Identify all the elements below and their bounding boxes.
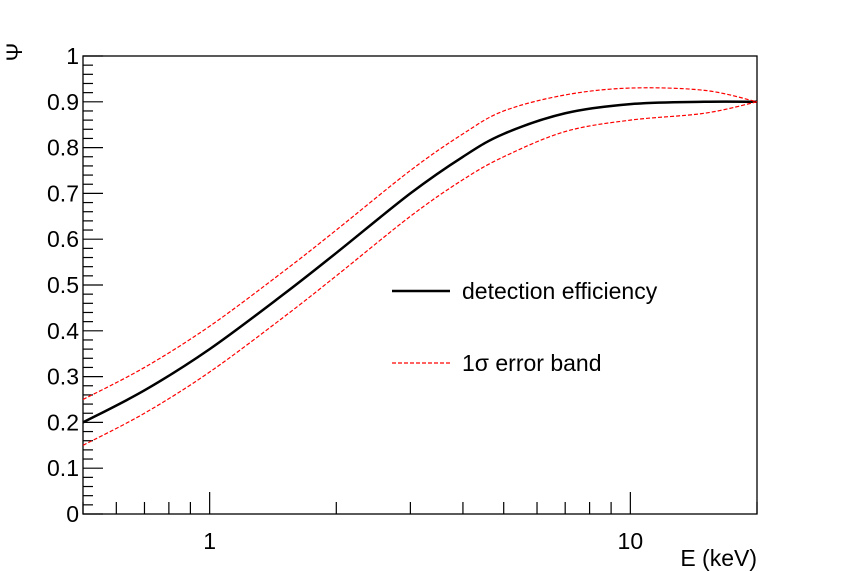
y-tick-label: 0.9: [47, 89, 79, 115]
legend: detection efficiency 1σ error band: [392, 278, 658, 376]
y-tick-label: 1: [66, 43, 79, 69]
x-tick-label: 1: [203, 528, 216, 554]
y-tick-label: 0.2: [47, 409, 79, 435]
x-axis-label: E (keV): [680, 545, 757, 571]
series-layer: [82, 87, 758, 446]
y-tick-label: 0.4: [47, 318, 79, 344]
y-axis-label: Ψ: [2, 43, 27, 61]
y-tick-label: 0.5: [47, 272, 79, 298]
y-tick-label: 0: [66, 501, 79, 527]
y-tick-label: 0.8: [47, 135, 79, 161]
legend-label-efficiency: detection efficiency: [462, 278, 658, 304]
x-tick-label: 10: [618, 528, 644, 554]
y-tick-label: 0.1: [47, 455, 79, 481]
y-tick-label: 0.3: [47, 364, 79, 390]
axis-ticks: 0 0.1 0.2 0.3 0.4 0.5 0.6 0.7 0.8 0.9 1 1 10: [47, 43, 758, 554]
legend-label-error-band: 1σ error band: [462, 350, 602, 376]
series-error-band-upper: [82, 87, 758, 401]
y-tick-label: 0.6: [47, 226, 79, 252]
series-error-band-lower: [82, 101, 758, 446]
y-tick-label: 0.7: [47, 180, 79, 206]
series-detection-efficiency: [82, 100, 758, 424]
